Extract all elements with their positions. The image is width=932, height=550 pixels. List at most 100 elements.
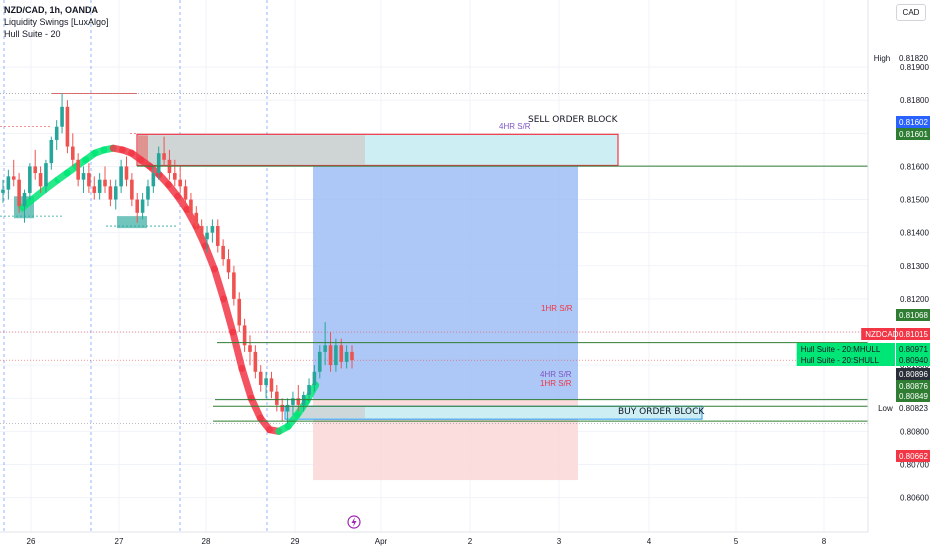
sr-4hr-top-label: 4HR S/R [499,122,531,131]
price-label-box [896,368,930,380]
price-label-text: Low [878,404,893,413]
candle-body [54,126,59,140]
candle-body [312,371,317,386]
candle-body [248,345,252,352]
price-tick-label: 0.80800 [900,427,929,436]
price-label-tag [861,328,895,340]
candle-body [334,345,338,366]
time-tick-label: 2 [468,537,473,546]
price-tick-label: 0.81400 [900,229,929,238]
price-label-text: Hull Suite - 20:SHULL [801,356,880,365]
candle-body [323,345,327,352]
annotations: SELL ORDER BLOCK BUY ORDER BLOCK 4HR S/R… [499,115,705,417]
alert-icon[interactable] [347,515,361,529]
candle-body [258,371,263,386]
price-label-box [896,128,930,140]
time-tick-label: 28 [202,537,211,546]
candle-body [189,199,193,213]
price-tick-label: 0.80700 [900,460,929,469]
price-label-tag [869,52,895,64]
candle-body [269,378,274,392]
candle-body [280,404,284,412]
candle-body [1,189,5,193]
candle-body [242,325,247,346]
candle-body [76,159,80,180]
candle-body [108,186,113,200]
hull-segment [17,176,61,213]
candle-body [38,173,43,187]
candle-body [194,212,199,227]
candle-body [103,179,107,187]
session-separators [3,0,268,532]
sell-order-block-label: SELL ORDER BLOCK [528,115,619,125]
price-tick-label: 0.81900 [900,63,929,72]
price-label-value: 0.80876 [899,382,928,391]
candle-body [49,139,54,164]
time-axis[interactable]: 26 27 28 29 Apr 2 3 4 5 8 [0,531,868,546]
candle-body [81,173,86,180]
candle-body [146,186,150,200]
price-label-text: NZDCAD [865,330,899,339]
symbol-title: NZD/CAD, 1h, OANDA [4,5,98,15]
candle-body [28,166,32,193]
time-tick-label: 3 [557,537,562,546]
candle-body [350,351,354,361]
sell-block-gray-area [138,135,365,165]
price-tick-label: 0.81500 [900,196,929,205]
price-label-box [896,116,930,128]
time-tick-label: 8 [822,537,827,546]
candle-body [71,146,75,160]
indicator-hull-suite[interactable]: Hull Suite - 20 [4,29,61,39]
price-label-box [896,402,930,414]
candle-body [156,153,161,174]
price-label-value: 0.81602 [899,118,928,127]
price-label-value: 0.81015 [899,330,928,339]
price-label-tag [796,343,895,355]
price-label-box [896,354,930,366]
hull-segment [210,265,228,303]
candle-body [307,385,311,395]
price-label-value: 0.81601 [899,130,928,139]
price-label-box [896,390,930,402]
price-tick-label: 0.81200 [900,295,929,304]
candle-body [232,272,236,299]
candle-body [130,179,134,200]
candle-body [44,163,48,187]
hull-segment [229,328,246,372]
price-label-text: High [874,54,890,63]
candle-body [275,391,279,405]
price-label-box [896,343,930,355]
price-label-box [896,309,930,321]
candle-body [210,226,215,233]
candle-body [92,186,97,193]
currency-button[interactable]: CAD [896,4,926,21]
liquidity-swing-low-box [117,216,147,229]
indicator-liquidity-swings[interactable]: Liquidity Swings [LuxAlgo] [4,17,109,27]
candle-body [296,398,301,405]
candle-body [119,166,123,187]
time-tick-label: Apr [375,537,388,546]
price-label-value: 0.80662 [899,452,928,461]
candle-body [226,259,231,273]
hull-suite-band [17,144,320,435]
price-label-value: 0.80940 [899,356,928,365]
chart-legend: NZD/CAD, 1h, OANDA Liquidity Swings [Lux… [4,4,109,40]
candle-body [328,345,333,366]
candle-body [11,176,16,180]
price-label-value: 0.80896 [899,370,928,379]
sell-block-red-edge [138,135,148,165]
hull-segment [220,295,237,336]
candle-body [178,179,182,187]
price-label-box [896,52,930,64]
candle-body [140,199,145,213]
candle-body [285,404,290,412]
candle-body [237,298,242,326]
price-tick-label: 0.80600 [900,494,929,503]
candle-body [205,232,209,240]
candle-body [291,398,295,405]
candle-body [215,226,220,246]
sr-1hr-bottom-label: 1HR S/R [540,379,572,388]
price-label-value: 0.81820 [899,54,928,63]
price-label-value: 0.80849 [899,392,928,401]
